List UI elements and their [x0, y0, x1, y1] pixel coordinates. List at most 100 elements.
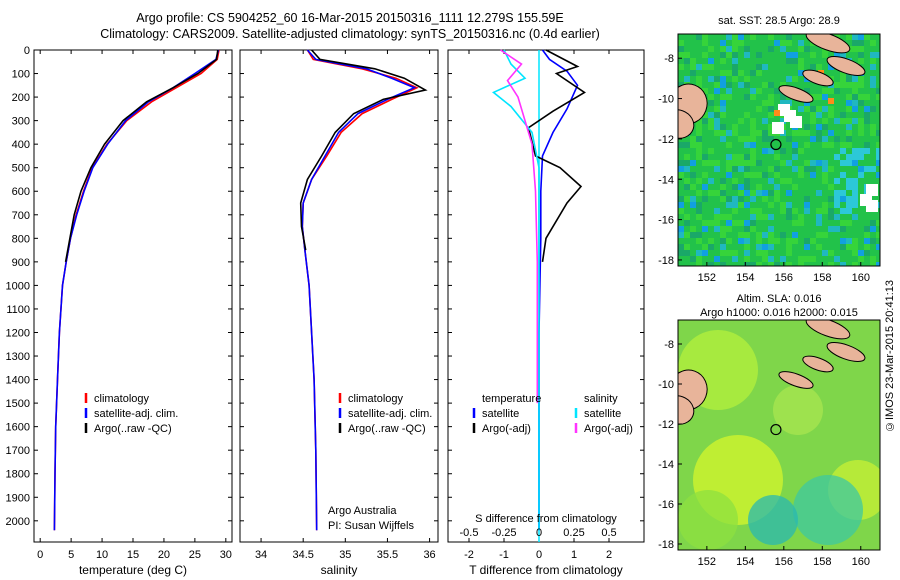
sst-cell: [864, 172, 870, 178]
sst-cell: [720, 148, 726, 154]
sst-cell: [744, 172, 750, 178]
diff-xlabel-top: S difference from climatology: [475, 513, 617, 525]
sst-cell: [822, 202, 828, 208]
sst-cell: [870, 148, 876, 154]
sst-cell: [816, 178, 822, 184]
sst-cell: [792, 196, 798, 202]
sst-cell: [792, 232, 798, 238]
sst-cell: [684, 262, 690, 266]
diff-t-legend-label: satellite: [482, 408, 519, 420]
sst-cell: [708, 112, 714, 118]
sst-cell: [726, 202, 732, 208]
temp-xtick-label: 10: [96, 549, 108, 561]
sst-cell: [834, 106, 840, 112]
sst-cell: [870, 136, 876, 142]
sst-cell: [846, 202, 852, 208]
sst-cell: [840, 160, 846, 166]
sst-cell: [804, 172, 810, 178]
sst-cell: [816, 130, 822, 136]
sst-cell: [846, 148, 852, 154]
sst-cell: [798, 262, 804, 266]
sst-cell: [798, 34, 804, 40]
sst-cell: [762, 88, 768, 94]
map-ytick-label: -8: [664, 339, 674, 351]
sst-cell: [834, 142, 840, 148]
sst-cell: [780, 190, 786, 196]
sst-cell: [870, 82, 876, 88]
sst-cell: [822, 160, 828, 166]
sst-cell: [744, 202, 750, 208]
sst-cell: [756, 208, 762, 214]
sst-cell: [864, 220, 870, 226]
sst-cell: [876, 244, 880, 250]
sst-cell: [690, 262, 696, 266]
sst-cell: [870, 214, 876, 220]
sst-cell: [876, 262, 880, 266]
sst-cell: [870, 58, 876, 64]
sst-cell: [828, 94, 834, 100]
sst-cell: [834, 94, 840, 100]
sst-cell: [744, 226, 750, 232]
sst-cell: [780, 238, 786, 244]
sst-cell: [726, 100, 732, 106]
sst-cell: [864, 136, 870, 142]
sst-cell: [762, 226, 768, 232]
sst-cell: [834, 100, 840, 106]
sst-cell: [684, 172, 690, 178]
sst-cell: [870, 256, 876, 262]
sst-cell: [876, 136, 880, 142]
sst-cell: [726, 130, 732, 136]
sst-cell: [696, 244, 702, 250]
temp-ytick-label: 1300: [6, 351, 30, 363]
sst-cell: [708, 262, 714, 266]
sst-cell: [792, 154, 798, 160]
sal-series-0: [301, 49, 419, 531]
sst-cell: [816, 226, 822, 232]
sst-cell: [684, 214, 690, 220]
sst-cell: [678, 76, 684, 82]
sst-cell: [744, 220, 750, 226]
sst-cell: [852, 196, 858, 202]
sst-cell: [696, 256, 702, 262]
sst-cell: [792, 244, 798, 250]
sst-cell: [756, 70, 762, 76]
sst-cell: [858, 130, 864, 136]
sst-hot-cell: [774, 110, 780, 116]
sst-cell: [870, 196, 876, 202]
sst-cell: [786, 136, 792, 142]
sst-cell: [816, 166, 822, 172]
sst-cell: [792, 202, 798, 208]
sst-cell: [780, 46, 786, 52]
sst-cell: [780, 160, 786, 166]
sst-cell: [846, 166, 852, 172]
sst-cell: [750, 94, 756, 100]
sst-cell: [828, 112, 834, 118]
sst-cell: [678, 82, 684, 88]
sst-cell: [738, 208, 744, 214]
land-mass: [678, 395, 695, 425]
sst-cell: [852, 220, 858, 226]
sst-cell: [834, 136, 840, 142]
diff-s-legend-label: Argo(-adj): [584, 423, 633, 435]
sst-cell: [804, 166, 810, 172]
sst-cell: [774, 52, 780, 58]
sst-cell: [744, 250, 750, 256]
sst-cell: [750, 172, 756, 178]
sst-cell: [822, 88, 828, 94]
sst-cell: [696, 208, 702, 214]
sst-cell: [852, 46, 858, 52]
sst-cell: [744, 232, 750, 238]
temp-ytick-label: 1400: [6, 375, 30, 387]
sst-cell: [870, 160, 876, 166]
sal-xtick-label: 34.5: [292, 549, 313, 561]
sst-cell: [744, 34, 750, 40]
sst-cell: [870, 130, 876, 136]
sst-cell: [780, 64, 786, 70]
diff-stick-label: -0.25: [491, 527, 516, 539]
sst-cell: [690, 256, 696, 262]
sst-cell: [762, 154, 768, 160]
sst-cell: [708, 76, 714, 82]
sst-cell: [852, 142, 858, 148]
sst-cell: [870, 262, 876, 266]
sst-cell: [720, 100, 726, 106]
